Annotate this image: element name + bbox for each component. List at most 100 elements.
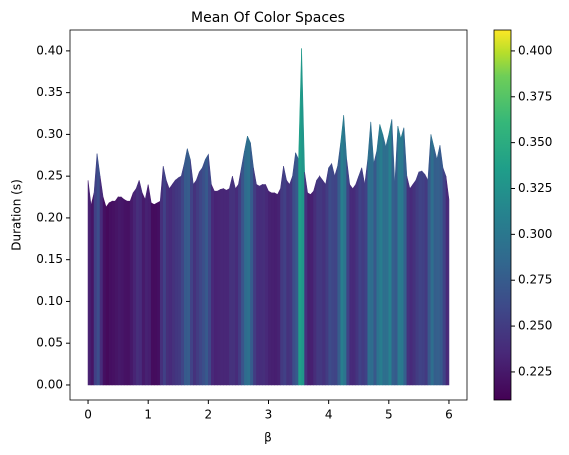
area-segment (268, 190, 272, 386)
area-segment (340, 115, 344, 386)
area-segment (325, 167, 329, 386)
area-segment (102, 196, 107, 386)
area-segment (150, 202, 155, 386)
y-tick-label: 0.00 (36, 377, 63, 391)
area-segment (283, 166, 287, 386)
area-segment (406, 176, 411, 386)
area-segment (250, 142, 254, 386)
area-segment (277, 188, 281, 386)
area-segment (328, 162, 332, 386)
y-tick-label: 0.40 (36, 43, 63, 57)
area-segment (292, 152, 296, 386)
area-segment (367, 121, 372, 386)
area-segment (424, 174, 429, 386)
x-tick-label: 3 (265, 408, 273, 422)
area-segment (400, 127, 405, 386)
area-segment (439, 145, 444, 386)
y-tick-label: 0.10 (36, 294, 63, 308)
area-segment (418, 170, 423, 386)
area-segment (244, 136, 248, 386)
area-segment (445, 176, 450, 386)
area-segment (87, 180, 92, 386)
area-segment (165, 180, 170, 386)
area-segment (265, 184, 269, 386)
area-segment (235, 183, 239, 386)
x-tick-label: 6 (445, 408, 453, 422)
area-segment (361, 167, 366, 386)
x-axis-label: β (264, 431, 272, 445)
area-segment (313, 180, 317, 386)
area-segment (220, 188, 224, 386)
area-segment (286, 179, 290, 386)
y-tick-label: 0.35 (36, 85, 63, 99)
area-segment (232, 176, 236, 386)
area-segment (241, 151, 245, 386)
area-segment (226, 188, 230, 386)
area-segment (202, 159, 206, 386)
area-segment (289, 176, 293, 386)
area-segment (126, 200, 131, 386)
area-segment (138, 180, 143, 386)
area-segment (171, 179, 176, 386)
y-axis-label: Duration (s) (10, 179, 24, 251)
area-segment (310, 190, 314, 386)
area-segment (409, 183, 414, 386)
area-segment (141, 192, 146, 386)
area-segment (304, 171, 308, 386)
area-segment (174, 177, 179, 386)
area-segment (430, 134, 435, 386)
area-segment (120, 196, 125, 386)
area-segment (280, 166, 284, 386)
x-tick-label: 4 (325, 408, 333, 422)
area-segment (253, 167, 257, 386)
colorbar-tick-label: 0.300 (518, 227, 552, 241)
area-segment (442, 167, 447, 386)
area-segment (214, 190, 218, 386)
area-segment (90, 192, 95, 386)
area-segment (259, 184, 263, 386)
area-segment (385, 134, 390, 386)
area-segment (295, 152, 299, 386)
area-segment (108, 200, 113, 386)
area-segment (180, 163, 185, 386)
area-segment (159, 166, 164, 386)
area-segment (186, 148, 191, 386)
area-segment (412, 179, 417, 386)
area-segment (271, 192, 275, 386)
area-segment (421, 170, 426, 386)
area-segment (217, 189, 221, 386)
area-segment (262, 184, 266, 386)
area-segment (346, 159, 351, 386)
chart-title: Mean Of Color Spaces (191, 10, 345, 26)
area-segment (274, 192, 278, 386)
area-segment (129, 192, 134, 386)
area-segment (247, 135, 251, 386)
area-segment (403, 127, 408, 386)
area-segment (388, 119, 393, 386)
area-segment (117, 196, 122, 386)
area-segment (211, 184, 215, 386)
y-tick-label: 0.25 (36, 169, 63, 183)
x-tick-label: 1 (144, 408, 152, 422)
area-segment (168, 183, 173, 386)
x-tick-label: 2 (205, 408, 213, 422)
colorbar-tick-label: 0.350 (518, 135, 552, 149)
area-segment (322, 179, 326, 386)
area-segment (364, 159, 369, 386)
area-segment (93, 153, 98, 386)
area-segment (382, 134, 387, 386)
area-segment (433, 146, 438, 386)
y-tick-label: 0.15 (36, 252, 63, 266)
area-segment (96, 153, 101, 386)
area-segment (196, 171, 200, 386)
area-segment (199, 166, 203, 386)
area-segment (183, 148, 188, 386)
colorbar-tick-label: 0.400 (518, 43, 552, 57)
area-segment (256, 184, 260, 386)
area-segment (436, 145, 441, 386)
colorbar-tick-label: 0.250 (518, 319, 552, 333)
area-segment (114, 196, 119, 386)
area-segment (316, 175, 320, 386)
area-segment (208, 154, 212, 386)
area-segment (337, 142, 341, 386)
